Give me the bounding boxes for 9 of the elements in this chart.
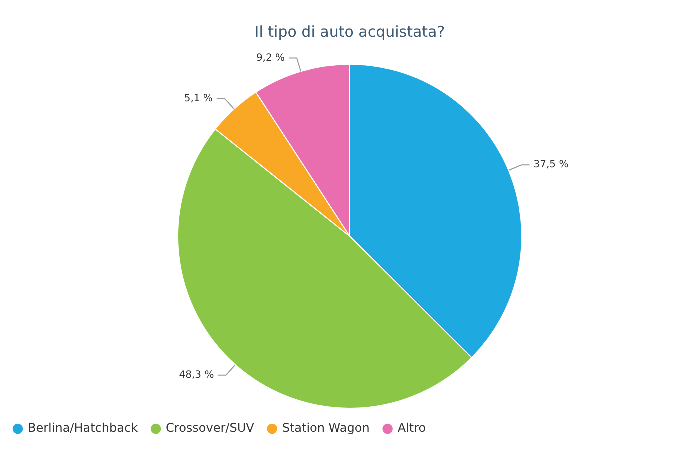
chart-title: Il tipo di auto acquistata? bbox=[254, 22, 446, 41]
legend-label: Berlina/Hatchback bbox=[28, 421, 138, 436]
data-label: 9,2 % bbox=[256, 52, 286, 64]
legend-label: Crossover/SUV bbox=[166, 421, 256, 436]
legend-label: Station Wagon bbox=[282, 421, 370, 436]
legend-label: Altro bbox=[398, 421, 426, 436]
data-label: 37,5 % bbox=[534, 160, 569, 171]
data-label: 5,1 % bbox=[184, 93, 213, 104]
data-label: 48,3 % bbox=[179, 370, 214, 381]
